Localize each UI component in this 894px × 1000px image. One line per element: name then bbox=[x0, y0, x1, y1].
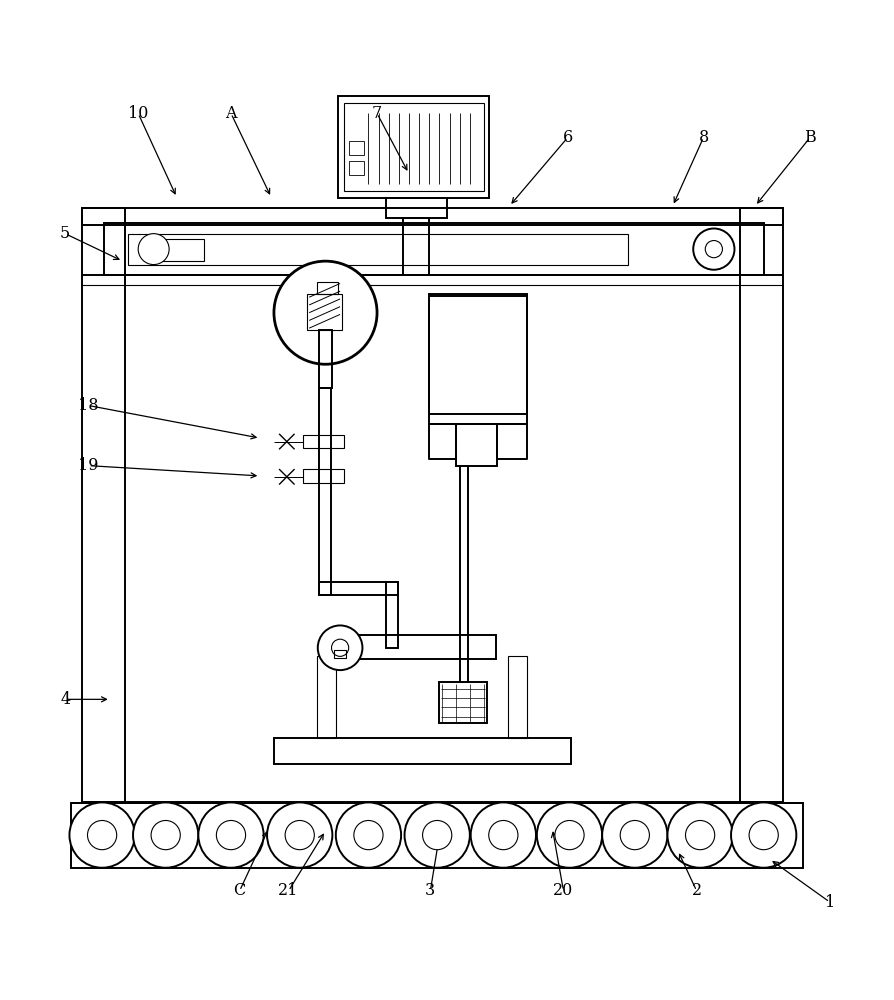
Bar bbox=[333, 650, 346, 658]
Bar bbox=[104, 223, 763, 275]
Circle shape bbox=[88, 820, 116, 850]
Text: 10: 10 bbox=[128, 105, 148, 122]
Text: 7: 7 bbox=[372, 105, 382, 122]
Bar bbox=[319, 330, 331, 388]
Text: 8: 8 bbox=[697, 129, 708, 146]
Circle shape bbox=[331, 639, 349, 656]
Text: C: C bbox=[233, 882, 246, 899]
Circle shape bbox=[317, 625, 362, 670]
Bar bbox=[157, 239, 204, 261]
Bar bbox=[507, 656, 526, 738]
Bar bbox=[385, 582, 397, 648]
Circle shape bbox=[748, 820, 778, 850]
Bar bbox=[428, 294, 527, 424]
Text: 3: 3 bbox=[425, 882, 435, 899]
Text: 2: 2 bbox=[691, 882, 701, 899]
Bar bbox=[274, 738, 570, 764]
Circle shape bbox=[353, 820, 383, 850]
Bar bbox=[82, 208, 781, 225]
Bar bbox=[308, 294, 342, 330]
Bar bbox=[128, 234, 628, 265]
Bar bbox=[459, 466, 468, 682]
Circle shape bbox=[704, 241, 721, 258]
Circle shape bbox=[198, 802, 264, 868]
Bar bbox=[402, 218, 428, 275]
Text: B: B bbox=[804, 129, 815, 146]
Bar bbox=[738, 208, 781, 802]
Circle shape bbox=[620, 820, 649, 850]
Circle shape bbox=[274, 261, 376, 364]
Text: 21: 21 bbox=[278, 882, 299, 899]
Circle shape bbox=[266, 802, 332, 868]
Bar bbox=[456, 424, 497, 466]
Bar bbox=[303, 469, 344, 483]
Circle shape bbox=[216, 820, 245, 850]
Bar bbox=[349, 141, 364, 155]
Bar bbox=[344, 103, 483, 191]
Circle shape bbox=[685, 820, 714, 850]
Circle shape bbox=[133, 802, 198, 868]
Bar bbox=[428, 296, 527, 414]
Bar bbox=[82, 208, 125, 802]
Circle shape bbox=[70, 802, 135, 868]
Bar bbox=[303, 435, 344, 448]
Bar bbox=[72, 803, 802, 868]
Text: 4: 4 bbox=[60, 691, 70, 708]
Text: 1: 1 bbox=[823, 894, 834, 911]
Text: A: A bbox=[225, 105, 237, 122]
Bar bbox=[318, 388, 330, 595]
Text: 5: 5 bbox=[60, 225, 71, 242]
Text: 20: 20 bbox=[552, 882, 573, 899]
Circle shape bbox=[151, 820, 180, 850]
Circle shape bbox=[422, 820, 451, 850]
Bar bbox=[438, 682, 486, 723]
Circle shape bbox=[488, 820, 518, 850]
Circle shape bbox=[138, 234, 169, 265]
Bar bbox=[316, 656, 335, 738]
Circle shape bbox=[470, 802, 536, 868]
Circle shape bbox=[730, 802, 796, 868]
Circle shape bbox=[554, 820, 584, 850]
Circle shape bbox=[404, 802, 469, 868]
Bar bbox=[349, 161, 364, 175]
Circle shape bbox=[335, 802, 401, 868]
Bar bbox=[350, 635, 495, 659]
Text: 6: 6 bbox=[562, 129, 572, 146]
Circle shape bbox=[285, 820, 314, 850]
Bar bbox=[316, 282, 337, 294]
Circle shape bbox=[667, 802, 732, 868]
Circle shape bbox=[693, 228, 734, 270]
Bar bbox=[385, 198, 447, 218]
Bar bbox=[337, 96, 488, 198]
Bar bbox=[318, 582, 397, 595]
Circle shape bbox=[602, 802, 667, 868]
Circle shape bbox=[536, 802, 602, 868]
Text: 19: 19 bbox=[78, 457, 98, 474]
Text: 18: 18 bbox=[78, 397, 98, 414]
